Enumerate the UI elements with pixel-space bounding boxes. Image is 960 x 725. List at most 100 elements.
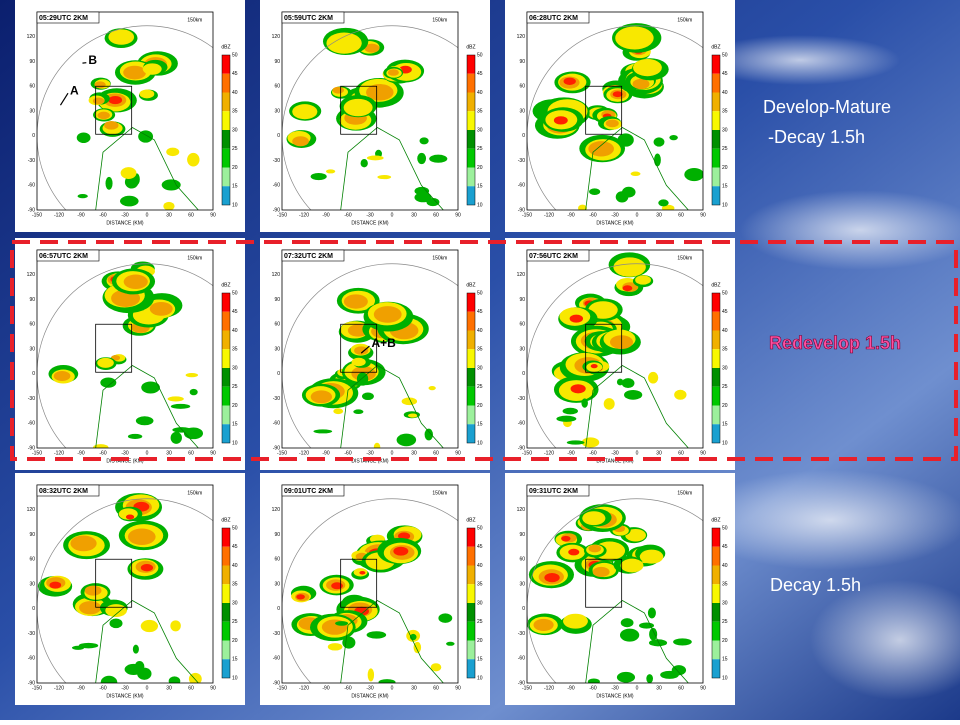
colorbar-segment (712, 603, 720, 622)
colorbar-tick-label: 50 (722, 525, 728, 531)
colorbar-tick-label: 45 (477, 71, 483, 77)
colorbar-tick-label: 35 (232, 109, 238, 115)
echo (79, 643, 98, 649)
x-tick-label: 60 (433, 685, 439, 691)
echo (640, 550, 663, 564)
echo (429, 386, 436, 390)
y-tick-label: 30 (29, 346, 35, 352)
echo (588, 545, 601, 553)
echo (568, 549, 579, 556)
x-tick-label: 90 (210, 685, 216, 691)
colorbar-tick-label: 45 (477, 544, 483, 550)
echo (352, 358, 366, 366)
colorbar-segment (222, 603, 230, 622)
x-tick-label: -120 (299, 450, 309, 456)
colorbar-segment (712, 130, 720, 149)
x-tick-label: -120 (544, 685, 554, 691)
echo (163, 202, 174, 211)
echo (141, 620, 158, 632)
echo (588, 141, 614, 156)
echo (429, 155, 447, 163)
y-tick-label: 0 (522, 606, 525, 612)
echo (292, 136, 309, 146)
colorbar-segment (222, 424, 230, 443)
echo (333, 408, 343, 414)
colorbar-segment (222, 55, 230, 74)
colorbar-segment (712, 424, 720, 443)
echo (561, 536, 570, 542)
colorbar-segment (467, 149, 475, 168)
x-tick-label: 90 (210, 212, 216, 218)
echo (137, 668, 151, 680)
colorbar-tick-label: 15 (477, 657, 483, 663)
y-tick-label: 120 (272, 507, 281, 513)
x-tick-label: -30 (611, 212, 618, 218)
echo (554, 116, 568, 124)
colorbar-segment (712, 331, 720, 350)
x-tick-label: 0 (636, 212, 639, 218)
y-tick-label: 30 (519, 581, 525, 587)
colorbar-unit: dBZ (221, 282, 230, 288)
x-axis-label: DISTANCE (KM) (351, 693, 388, 699)
x-tick-label: 60 (678, 685, 684, 691)
x-tick-label: 60 (678, 212, 684, 218)
colorbar-segment (222, 368, 230, 387)
colorbar-segment (222, 349, 230, 368)
y-tick-label: 90 (29, 59, 35, 65)
echo (397, 434, 417, 447)
echo (150, 302, 173, 316)
echo (359, 571, 365, 575)
colorbar-segment (222, 387, 230, 406)
echo (170, 620, 181, 631)
y-tick-label: 90 (274, 59, 280, 65)
y-tick-label: 30 (29, 108, 35, 114)
y-tick-label: 90 (274, 532, 280, 538)
echo (361, 159, 368, 167)
x-tick-label: -120 (544, 450, 554, 456)
x-tick-label: -90 (322, 450, 329, 456)
colorbar-tick-label: 40 (232, 328, 238, 334)
echo (136, 416, 154, 425)
colorbar-segment (712, 622, 720, 641)
colorbar-segment (712, 93, 720, 112)
echo (108, 96, 122, 104)
echo (54, 371, 71, 381)
echo (564, 78, 576, 85)
x-tick-label: 60 (188, 212, 194, 218)
panel-time: 08:32UTC 2KM (39, 488, 88, 495)
echo (77, 133, 91, 144)
echo (368, 668, 374, 681)
echo (85, 586, 102, 596)
echo (171, 432, 182, 444)
echo (674, 390, 686, 400)
colorbar-tick-label: 25 (722, 619, 728, 625)
echo (354, 346, 368, 355)
colorbar-segment (712, 312, 720, 331)
x-tick-label: -60 (344, 685, 351, 691)
y-tick-label: -60 (28, 183, 35, 189)
colorbar-tick-label: 40 (477, 90, 483, 96)
echo (669, 135, 677, 140)
colorbar-segment (712, 547, 720, 566)
colorbar-segment (712, 293, 720, 312)
x-tick-label: 90 (210, 450, 216, 456)
colorbar-tick-label: 30 (477, 600, 483, 606)
x-tick-label: -30 (121, 450, 128, 456)
y-tick-label: 60 (274, 557, 280, 563)
echo (613, 257, 645, 276)
x-tick-label: 90 (455, 450, 461, 456)
y-tick-label: 0 (32, 371, 35, 377)
colorbar-segment (222, 168, 230, 187)
colorbar-tick-label: 30 (232, 127, 238, 133)
colorbar-tick-label: 35 (722, 347, 728, 353)
echo (367, 631, 387, 638)
x-tick-label: 30 (411, 212, 417, 218)
colorbar-tick-label: 20 (722, 165, 728, 171)
echo (70, 536, 96, 552)
colorbar-segment (712, 186, 720, 205)
colorbar-segment (712, 368, 720, 387)
y-tick-label: 30 (274, 346, 280, 352)
y-tick-label: 0 (277, 133, 280, 139)
